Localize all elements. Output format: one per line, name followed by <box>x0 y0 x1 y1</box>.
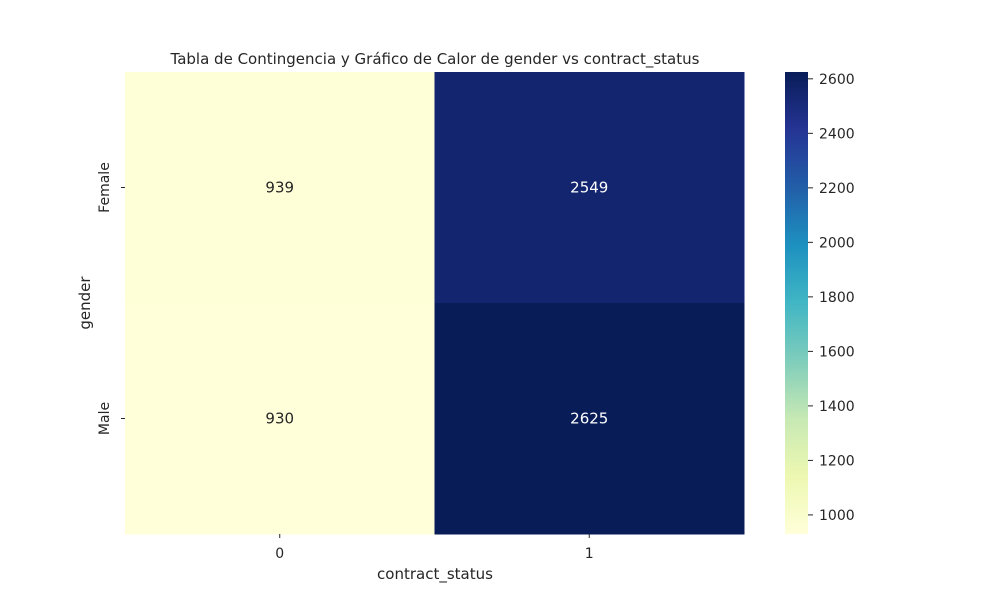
cell-value-label: 930 <box>265 410 294 428</box>
y-tick-label: Female <box>97 162 113 213</box>
heatmap-cell <box>125 72 435 304</box>
colorbar-gradient <box>785 72 808 534</box>
heatmap-cells: 939 2549 930 2625 <box>125 72 745 535</box>
x-tick-label: 0 <box>275 546 284 562</box>
colorbar: 1000 1200 1400 1600 1800 2000 2200 2400 2600 <box>785 72 855 534</box>
colorbar-tick-label: 2000 <box>819 235 855 251</box>
colorbar-tick-label: 1600 <box>819 344 855 360</box>
colorbar-tick-label: 2200 <box>819 181 855 197</box>
cell-value-label: 2549 <box>570 179 608 197</box>
x-axis-label: contract_status <box>377 565 493 584</box>
colorbar-tick-label: 1800 <box>819 290 855 306</box>
colorbar-tick-label: 2400 <box>819 126 855 142</box>
colorbar-tick-label: 1000 <box>819 508 855 524</box>
colorbar-tick-label: 1200 <box>819 453 855 469</box>
heatmap-cell <box>434 303 745 535</box>
heatmap-cell <box>434 72 745 304</box>
y-axis-label: gender <box>76 276 94 330</box>
y-tick-label: Male <box>97 402 113 435</box>
chart-title: Tabla de Contingencia y Gráfico de Calor… <box>170 50 700 69</box>
y-axis: Female Male <box>97 162 125 435</box>
cell-value-label: 2625 <box>570 410 608 428</box>
heatmap-cell <box>125 303 435 535</box>
cell-value-label: 939 <box>265 179 294 197</box>
x-tick-label: 1 <box>585 546 594 562</box>
colorbar-tick-label: 1400 <box>819 399 855 415</box>
colorbar-tick-label: 2600 <box>819 72 855 88</box>
